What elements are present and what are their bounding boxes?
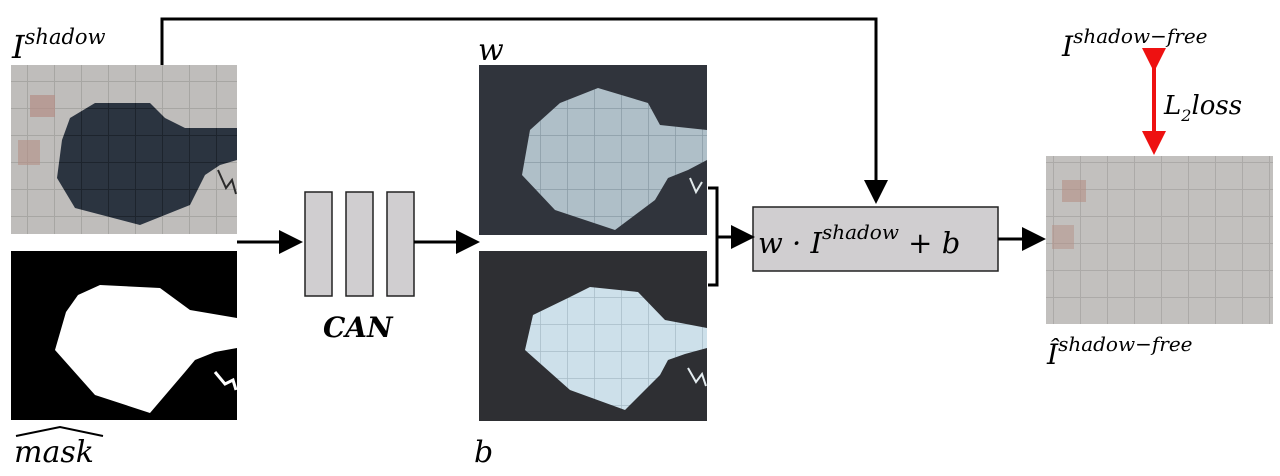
can-network	[304, 191, 415, 297]
w-map-image	[479, 65, 707, 235]
input-shadow-image	[11, 65, 237, 234]
mask-image	[11, 251, 238, 420]
formula-text: w · Ishadow + b	[758, 220, 960, 260]
mask-hat	[15, 425, 104, 437]
formula-box	[752, 206, 999, 272]
arrows	[160, 17, 1046, 287]
can-label: CAN	[323, 311, 394, 344]
w-label: w	[478, 33, 504, 68]
output-image-label: Îshadow−free	[1046, 332, 1193, 371]
ground-truth-label: Ishadow−free	[1061, 24, 1208, 63]
mask-label: mask	[14, 435, 94, 470]
b-map-image	[479, 251, 707, 421]
can-layer-1	[304, 191, 333, 297]
output-image	[1046, 156, 1273, 324]
bracket-w-b	[708, 186, 719, 287]
can-layer-3	[386, 191, 415, 297]
can-layer-2	[345, 191, 374, 297]
loss-label: L2loss	[1163, 91, 1242, 125]
arrow-skip-input-to-formula	[160, 17, 888, 204]
b-label: b	[474, 435, 493, 470]
input-image-label: Ishadow	[11, 25, 106, 66]
